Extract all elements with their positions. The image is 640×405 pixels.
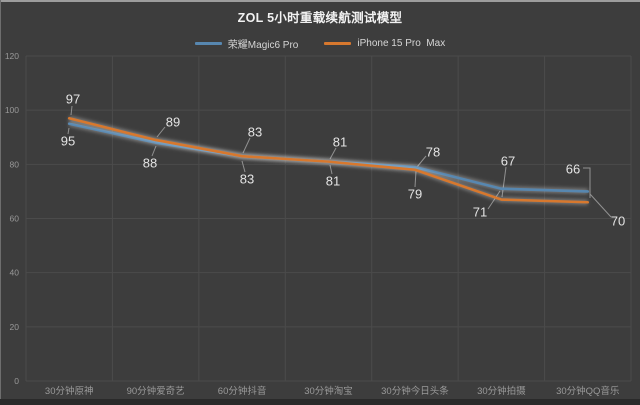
series-line-iphone-15-pro-max: [67, 116, 590, 204]
leader-line: [70, 105, 73, 116]
x-category-label: 30分钟淘宝: [304, 385, 353, 397]
data-label: 83: [240, 172, 254, 187]
y-tick-label: 40: [10, 268, 20, 278]
data-label: 66: [566, 162, 580, 177]
data-label: 81: [333, 135, 347, 150]
gridlines: [25, 55, 632, 382]
data-label: 89: [166, 115, 180, 130]
data-label: 83: [248, 125, 262, 140]
y-tick-label: 80: [10, 159, 20, 169]
leader-line: [583, 167, 591, 198]
y-axis-ticks: 0 20 40 60 80 100 120: [5, 51, 19, 386]
chart-legend: 荣耀Magic6 Pro iPhone 15 Pro Max: [0, 36, 640, 51]
data-labels: 95 88 83 81 79 71 70 97 89 83 81 78 67 66: [61, 92, 625, 229]
data-label: 70: [611, 214, 625, 229]
label-leader-lines: [67, 105, 612, 218]
bottom-edge-band: [0, 399, 640, 405]
data-label: 71: [473, 205, 487, 220]
legend-label: iPhone 15 Pro Max: [357, 37, 446, 49]
y-tick-label: 0: [14, 376, 19, 386]
leader-line: [67, 127, 70, 135]
leader-line: [151, 145, 157, 157]
x-category-label: 30分钟原神: [45, 385, 94, 397]
leader-line: [414, 170, 417, 188]
top-edge-line: [0, 0, 640, 2]
left-edge-line: [0, 0, 1, 405]
leader-line: [241, 160, 246, 173]
data-label: 81: [326, 174, 340, 189]
x-category-label: 30分钟今日头条: [381, 385, 449, 397]
legend-swatch-orange: [324, 41, 352, 45]
leader-line: [501, 166, 507, 198]
data-label: 78: [426, 145, 440, 160]
leader-line: [156, 126, 166, 138]
x-axis-labels: 30分钟原神 90分钟爱奇艺 60分钟抖音 30分钟淘宝 30分钟今日头条 30分钟拍摄 3…: [45, 385, 620, 397]
leader-line: [487, 190, 501, 210]
data-label: 67: [501, 154, 515, 169]
data-label: 95: [61, 134, 75, 149]
x-category-label: 90分钟爱奇艺: [127, 385, 185, 397]
y-tick-label: 120: [5, 51, 19, 61]
data-label: 88: [143, 156, 157, 171]
x-category-label: 60分钟抖音: [218, 385, 267, 397]
x-category-label: 30分钟QQ音乐: [556, 385, 620, 397]
leader-line: [589, 193, 612, 218]
leader-line: [329, 147, 337, 160]
legend-label: 荣耀Magic6 Pro: [227, 39, 299, 51]
legend-swatch-blue: [194, 41, 222, 45]
data-label: 97: [66, 92, 80, 107]
legend-item-honor-magic6-pro: 荣耀Magic6 Pro: [194, 36, 299, 51]
y-tick-label: 60: [10, 214, 20, 224]
chart-title: ZOL 5小时重载续航测试模型: [237, 11, 403, 25]
leader-line: [242, 137, 251, 154]
x-category-label: 30分钟拍摄: [477, 385, 526, 397]
leader-line: [329, 164, 333, 175]
legend-item-iphone-15-pro-max: iPhone 15 Pro Max: [324, 38, 445, 49]
y-tick-label: 100: [5, 105, 19, 115]
data-label: 79: [408, 187, 422, 202]
y-tick-label: 20: [10, 322, 20, 332]
